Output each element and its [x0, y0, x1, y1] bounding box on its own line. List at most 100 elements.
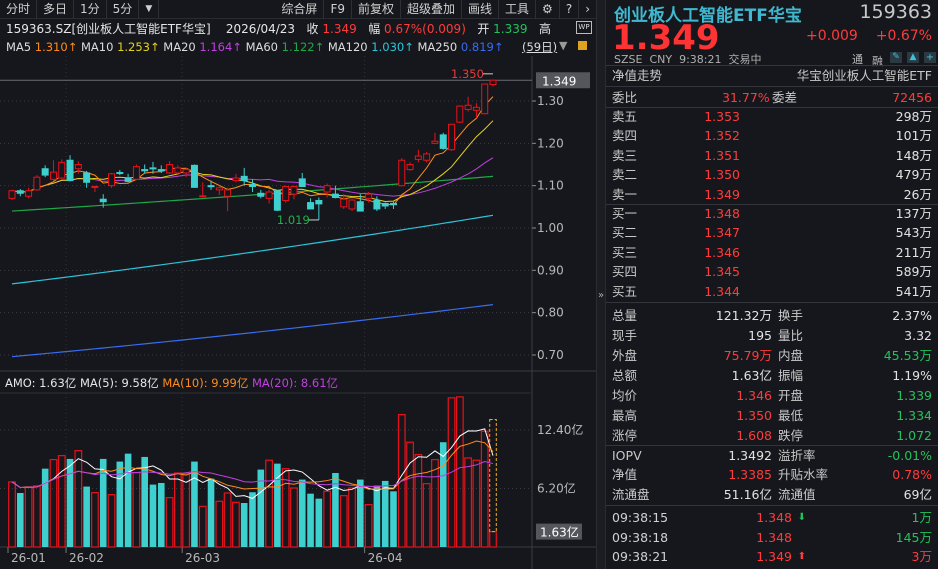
close-value: 1.349 [322, 22, 357, 36]
ask-row[interactable]: 卖三 1.351 148万 [612, 146, 932, 165]
stat-row: 现手 195 量比 3.32 [612, 326, 932, 345]
bell-icon[interactable]: ▲ [907, 52, 919, 63]
stat-value: 3.32 [904, 328, 932, 343]
bid-row[interactable]: 买三 1.346 211万 [612, 243, 932, 262]
level-label: 买五 [612, 283, 638, 299]
stat-value: 121.32万 [715, 308, 772, 323]
super-overlay-button[interactable]: 超级叠加 [401, 0, 463, 19]
amo-bar [339, 495, 348, 548]
tools-button[interactable]: 工具 [499, 0, 537, 19]
edit-icon[interactable]: ✎ [890, 52, 902, 63]
amo-bar [182, 473, 191, 548]
amo-bar [149, 484, 157, 547]
triangle-down-icon[interactable]: ▼ [559, 39, 568, 52]
stat-row: 总量 121.32万 换手 2.37% [612, 306, 932, 325]
f9-button[interactable]: F9 [324, 0, 352, 19]
amo-bar [74, 450, 83, 548]
fund-full-name: 华宝创业板人工智能ETF [796, 68, 932, 83]
ask-row[interactable]: 卖四 1.352 101万 [612, 126, 932, 145]
composite-screen-button[interactable]: 综合屏 [275, 0, 325, 19]
current-price-label: 1.349 [542, 74, 576, 88]
tab-1min[interactable]: 1分 [74, 0, 107, 19]
stat-label: 最低 [778, 408, 804, 423]
committee-ratio-label: 委比 [612, 90, 638, 105]
level-volume: 541万 [895, 283, 932, 299]
lock-icon[interactable] [578, 41, 587, 50]
ask-row[interactable]: 卖一 1.349 26万 [612, 185, 932, 204]
bid-row[interactable]: 买五 1.344 541万 [612, 282, 932, 301]
caret-down-icon[interactable]: ▼ [139, 0, 160, 19]
tab-intraday[interactable]: 分时 [0, 0, 38, 19]
price-tick-label: 1.30 [537, 94, 564, 108]
add-icon[interactable]: + [924, 52, 936, 63]
amo-header: AMO: 1.63亿 MA(5): 9.58亿 MA(10): 9.99亿 MA… [5, 376, 338, 390]
amo-header-item: MA(5): 9.58亿 [80, 376, 162, 390]
amo-bar [364, 504, 373, 548]
level-label: 买一 [612, 206, 638, 221]
bid-row[interactable]: 买四 1.345 589万 [612, 262, 932, 281]
ma-label: MA250 [417, 40, 461, 54]
ma-label: MA60 [245, 40, 282, 54]
candle-body [124, 177, 132, 182]
level-price: 1.348 [704, 206, 740, 221]
tab-5min[interactable]: 5分 [107, 0, 140, 19]
amo-bar [348, 487, 356, 548]
stat-label: 跌停 [778, 428, 804, 443]
gear-icon[interactable]: ⚙ [536, 0, 560, 19]
candle-body [489, 79, 497, 85]
nav-trend-row[interactable]: 净值走势 华宝创业板人工智能ETF [612, 66, 932, 85]
security-name: 创业板人工智能ETF华宝 [614, 6, 802, 26]
stat-label: 最高 [612, 408, 638, 423]
tab-multiday[interactable]: 多日 [37, 0, 75, 19]
chevron-right-icon[interactable]: › [585, 1, 590, 16]
stat-value: 1.608 [736, 428, 772, 443]
amo-header-item: MA(20): 8.61亿 [252, 376, 338, 390]
date-label: 26-02 [69, 551, 104, 565]
amo-bar [422, 483, 431, 548]
wp-icon[interactable]: WP [576, 21, 592, 34]
candle-body [273, 190, 281, 211]
stat-value: 1.334 [896, 408, 932, 423]
level-volume: 26万 [903, 186, 932, 202]
ask-row[interactable]: 卖二 1.350 479万 [612, 165, 932, 184]
amo-tick-label: 6.20亿 [537, 480, 576, 495]
candlestick-chart[interactable]: 1.30 1.20 1.10 1.00 0.90 0.80 0.70 26-01 26-02 26… [0, 56, 596, 569]
candle-body [439, 134, 447, 149]
candle-body [99, 198, 107, 203]
candle-body [224, 189, 232, 197]
candle-body [249, 183, 256, 188]
draw-line-button[interactable]: 画线 [462, 0, 500, 19]
stat-row: 净值 1.3385 升贴水率 0.78% [612, 465, 932, 484]
level-label: 买三 [612, 244, 638, 260]
forward-adjust-button[interactable]: 前复权 [352, 0, 401, 19]
stat-row: 最高 1.350 最低 1.334 [612, 406, 932, 425]
chart-toolbar: 分时 多日 1分 5分 ▼ 综合屏 F9 前复权 超级叠加 画线 工具 ⚙ ? … [0, 0, 596, 19]
help-icon[interactable]: ? [560, 0, 580, 19]
ask-row[interactable]: 卖五 1.353 298万 [612, 107, 932, 126]
candle-body [199, 195, 207, 198]
candle-body [290, 186, 298, 195]
amo-bar [107, 494, 116, 548]
bid-row[interactable]: 买二 1.347 543万 [612, 223, 932, 242]
ma-value: 0.819↑ [460, 40, 504, 54]
bar-date: 2026/04/23 [225, 22, 296, 36]
amo-bar [223, 492, 232, 548]
nav-trend-link[interactable]: 净值走势 [612, 68, 663, 83]
candle-body [481, 83, 489, 115]
amo-header-item: MA(10): 9.99亿 [162, 376, 252, 390]
candle-body [33, 176, 41, 191]
expand-icon[interactable]: » [598, 290, 605, 301]
candle-body [257, 192, 265, 197]
candle-body [348, 199, 356, 210]
amo-bar [32, 485, 41, 548]
amo-bar [165, 497, 174, 548]
stat-value: 75.79万 [723, 348, 772, 363]
tick-price: 1.348 [756, 510, 792, 525]
date-label: 26-01 [11, 551, 46, 565]
amo-bar [207, 478, 215, 547]
bid-row[interactable]: 买一 1.348 137万 [612, 204, 932, 223]
price-tick-label: 1.10 [537, 179, 564, 193]
panel-splitter[interactable]: » [596, 0, 606, 569]
period-selector[interactable]: (59日) [522, 40, 558, 54]
high-label: 高 [538, 22, 551, 36]
